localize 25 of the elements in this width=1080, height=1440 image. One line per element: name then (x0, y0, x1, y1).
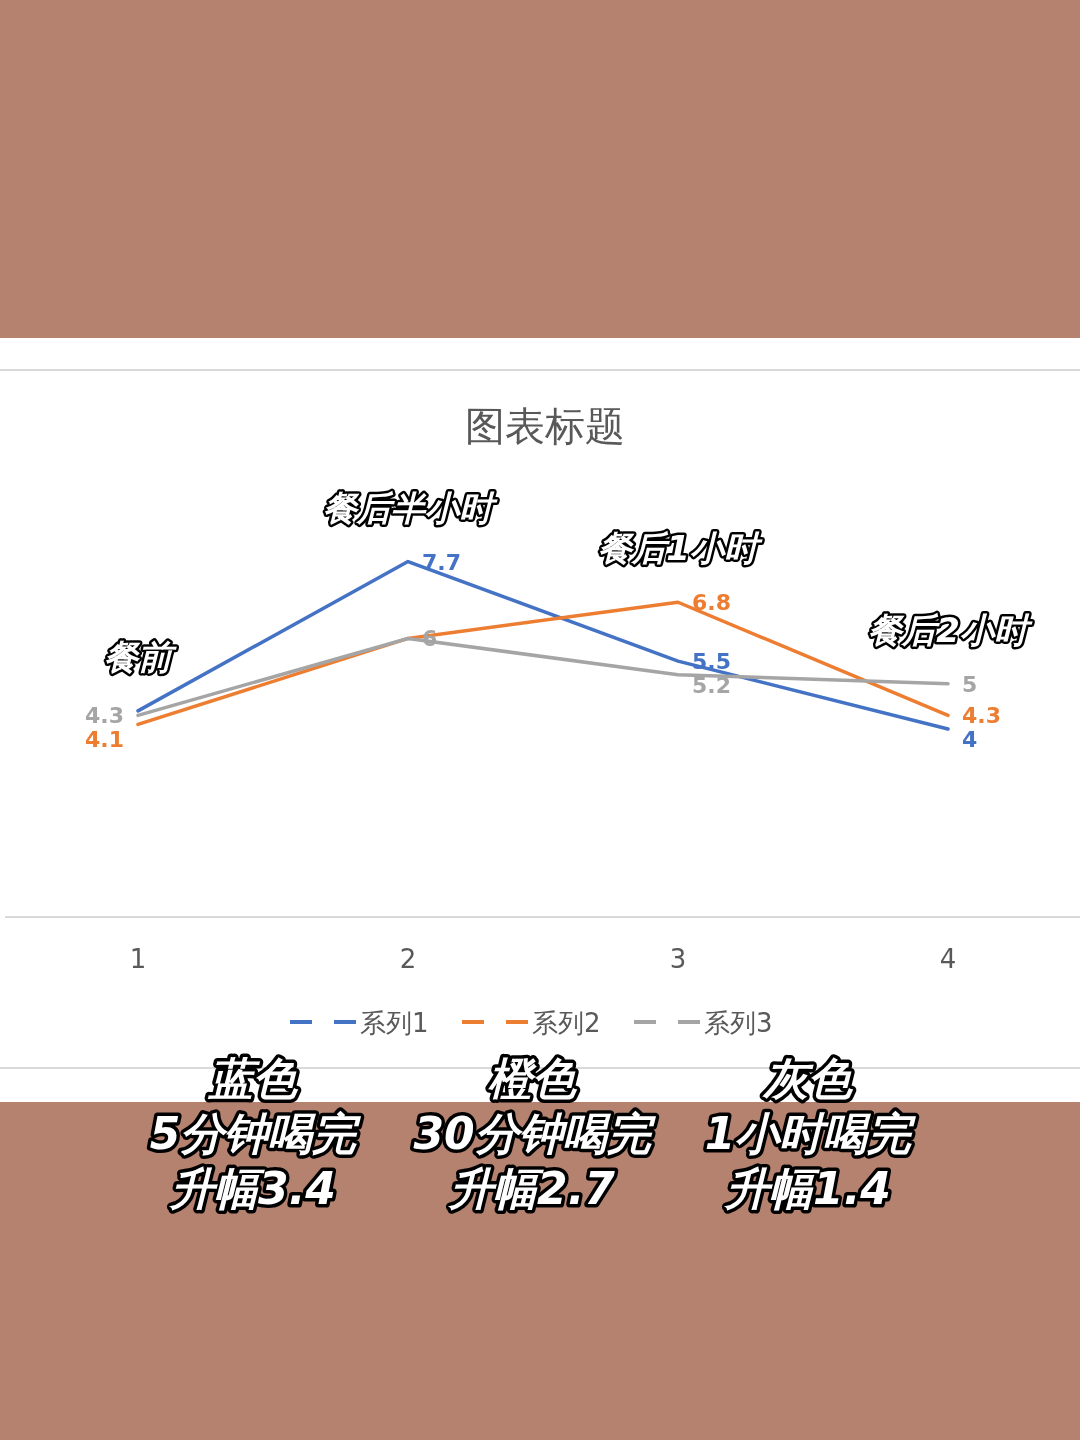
data-label: 6.8 (692, 590, 731, 616)
legend-label: 系列2 (532, 1008, 601, 1038)
annotation: 餐后1小时 (598, 528, 763, 569)
annotation: 餐后半小时 (323, 487, 498, 528)
data-label: 4 (962, 727, 978, 753)
data-label: 4.3 (962, 703, 1001, 729)
x-tick-label: 4 (939, 944, 957, 974)
x-tick-label: 2 (399, 944, 417, 974)
text: 升幅1.4 (723, 1163, 891, 1214)
data-label: 5 (962, 671, 978, 697)
chart-title: 图表标题 (465, 403, 625, 449)
text: 30分钟喝完 (413, 1108, 656, 1159)
text: 1小时喝完 (704, 1108, 917, 1159)
text: 升幅3.4 (168, 1163, 336, 1214)
legend-label: 系列1 (360, 1008, 429, 1038)
data-label: 4.1 (85, 727, 124, 753)
x-tick-label: 3 (669, 944, 687, 974)
annotation: 餐前 (104, 636, 177, 677)
data-label: 4.3 (85, 703, 124, 729)
text: 5分钟喝完 (149, 1108, 362, 1159)
annotation: 餐后2小时 (868, 609, 1033, 650)
data-label: 5.2 (692, 673, 731, 699)
text: 升幅2.7 (447, 1163, 616, 1214)
x-tick-label: 1 (129, 944, 147, 974)
legend-label: 系列3 (704, 1008, 773, 1038)
